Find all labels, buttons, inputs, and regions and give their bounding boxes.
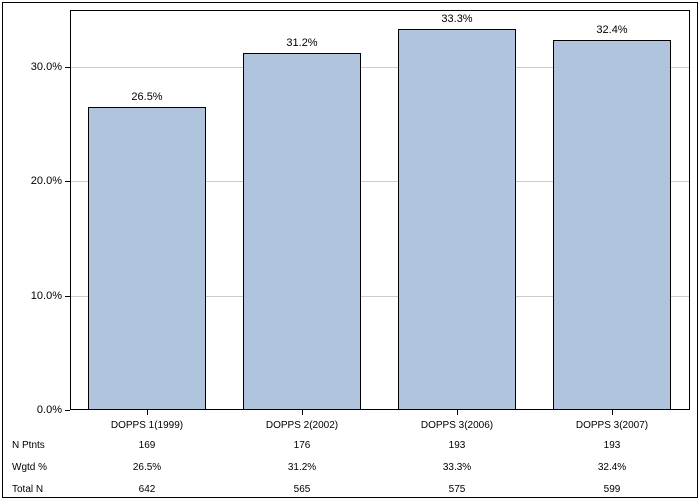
table-cell: 642 <box>139 484 156 495</box>
y-tick-label: 0.0% <box>37 404 62 416</box>
y-tick-label: 10.0% <box>31 290 62 302</box>
y-tick-mark <box>65 410 70 411</box>
table-cell: 565 <box>294 484 311 495</box>
bar <box>553 40 671 410</box>
y-tick-mark <box>65 181 70 182</box>
bar-value-label: 33.3% <box>441 13 472 25</box>
bar <box>398 29 516 410</box>
x-tick-mark <box>457 410 458 415</box>
x-tick-mark <box>147 410 148 415</box>
bar-value-label: 26.5% <box>131 91 162 103</box>
x-category-label: DOPPS 3(2006) <box>421 420 493 431</box>
x-category-label: DOPPS 3(2007) <box>576 420 648 431</box>
x-category-label: DOPPS 1(1999) <box>111 420 183 431</box>
table-cell: 599 <box>604 484 621 495</box>
bar-value-label: 32.4% <box>596 24 627 36</box>
table-row-label: Total N <box>12 484 43 495</box>
table-row-label: Wgtd % <box>12 462 47 473</box>
table-cell: 32.4% <box>598 462 626 473</box>
table-cell: 26.5% <box>133 462 161 473</box>
table-cell: 193 <box>604 440 621 451</box>
x-tick-mark <box>612 410 613 415</box>
x-tick-mark <box>302 410 303 415</box>
table-cell: 575 <box>449 484 466 495</box>
bar <box>243 53 361 410</box>
table-row-label: N Ptnts <box>12 440 45 451</box>
bar <box>88 107 206 410</box>
y-tick-label: 20.0% <box>31 175 62 187</box>
y-tick-mark <box>65 67 70 68</box>
x-category-label: DOPPS 2(2002) <box>266 420 338 431</box>
table-cell: 31.2% <box>288 462 316 473</box>
y-tick-label: 30.0% <box>31 61 62 73</box>
y-tick-mark <box>65 296 70 297</box>
table-cell: 176 <box>294 440 311 451</box>
bar-value-label: 31.2% <box>286 37 317 49</box>
table-cell: 193 <box>449 440 466 451</box>
table-cell: 33.3% <box>443 462 471 473</box>
chart-container: 0.0% 10.0% 20.0% 30.0% 26.5% 31.2% 33.3% 32.4%… <box>0 0 700 500</box>
table-cell: 169 <box>139 440 156 451</box>
